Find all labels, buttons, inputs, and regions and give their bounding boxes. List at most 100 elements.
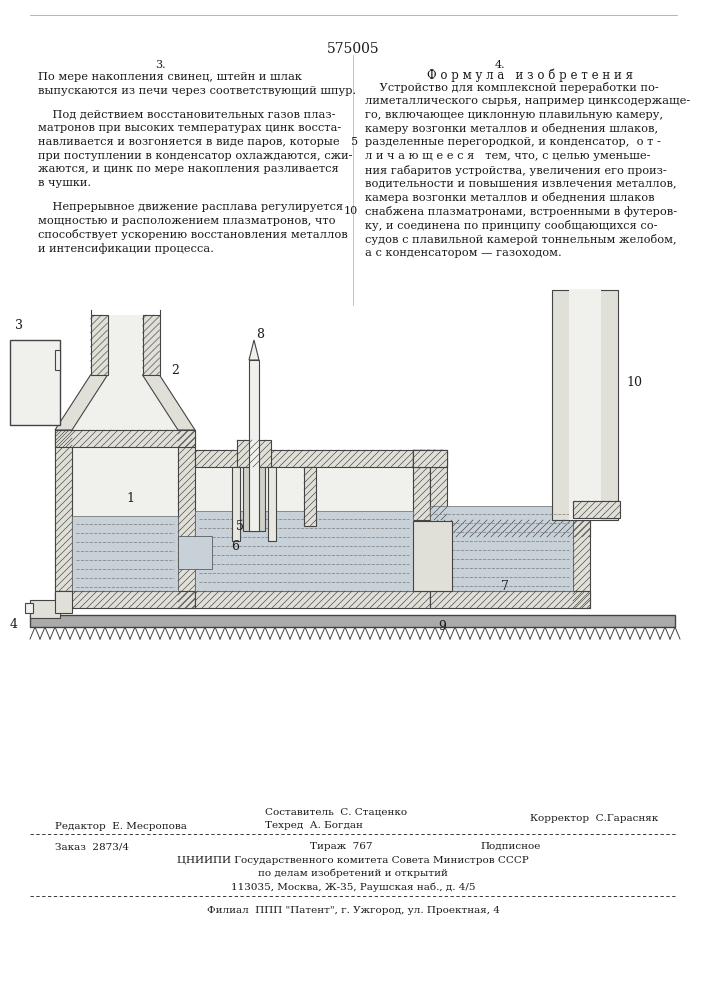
Bar — [107, 315, 143, 375]
Text: Редактор  Е. Месропова: Редактор Е. Месропова — [55, 822, 187, 831]
Text: 575005: 575005 — [327, 42, 380, 56]
Bar — [143, 315, 160, 375]
Bar — [413, 450, 447, 467]
Bar — [90, 315, 107, 375]
Bar — [55, 591, 195, 608]
Text: л и ч а ю щ е е с я   тем, что, с целью уменьше-: л и ч а ю щ е е с я тем, что, с целью ум… — [365, 151, 650, 161]
Bar — [552, 290, 618, 520]
Text: 5: 5 — [351, 137, 358, 147]
Bar — [430, 450, 447, 520]
Bar — [304, 467, 316, 526]
Text: 4.: 4. — [495, 60, 506, 70]
Polygon shape — [249, 340, 259, 360]
Text: по делам изобретений и открытий: по делам изобретений и открытий — [258, 869, 448, 879]
Text: Тираж  767: Тираж 767 — [310, 842, 373, 851]
Bar — [72, 516, 178, 591]
Bar — [430, 591, 590, 608]
Text: а с конденсатором — газоходом.: а с конденсатором — газоходом. — [365, 248, 562, 258]
Text: 5: 5 — [236, 520, 244, 534]
Bar — [413, 450, 430, 520]
Bar — [178, 536, 212, 569]
Bar — [55, 430, 195, 447]
Bar — [55, 591, 72, 613]
Text: Ф о р м у л а   и з о б р е т е н и я: Ф о р м у л а и з о б р е т е н и я — [427, 68, 633, 82]
Text: Непрерывное движение расплава регулируется: Непрерывное движение расплава регулирует… — [38, 202, 343, 212]
Text: Заказ  2873/4: Заказ 2873/4 — [55, 842, 129, 851]
Bar — [413, 450, 447, 467]
Bar — [178, 430, 195, 608]
Bar — [72, 447, 178, 591]
Bar — [430, 506, 573, 591]
Bar — [143, 315, 160, 375]
Bar — [30, 615, 675, 627]
Text: при поступлении в конденсатор охлаждаются, сжи-: при поступлении в конденсатор охлаждаютс… — [38, 151, 353, 161]
Text: способствует ускорению восстановления металлов: способствует ускорению восстановления ме… — [38, 229, 348, 240]
Bar — [413, 450, 447, 467]
Text: 1: 1 — [126, 492, 134, 506]
Text: разделенные перегородкой, и конденсатор,  о т -: разделенные перегородкой, и конденсатор,… — [365, 137, 661, 147]
Text: камеру возгонки металлов и обеднения шлаков,: камеру возгонки металлов и обеднения шла… — [365, 123, 658, 134]
Polygon shape — [72, 375, 178, 430]
Bar — [237, 440, 271, 467]
Bar — [195, 467, 413, 591]
Text: Подписное: Подписное — [480, 842, 540, 851]
Bar — [55, 430, 72, 608]
Bar — [569, 290, 601, 520]
Text: 2: 2 — [172, 363, 180, 376]
Text: камера возгонки металлов и обеднения шлаков: камера возгонки металлов и обеднения шла… — [365, 192, 655, 203]
Bar — [430, 591, 590, 608]
Bar — [304, 467, 316, 526]
Text: 10: 10 — [344, 206, 358, 216]
Bar — [243, 462, 265, 531]
Polygon shape — [143, 375, 195, 430]
Bar — [195, 591, 430, 608]
Text: ЦНИИПИ Государственного комитета Совета Министров СССР: ЦНИИПИ Государственного комитета Совета … — [177, 856, 529, 865]
Text: 9: 9 — [438, 620, 446, 633]
Bar — [430, 520, 590, 537]
Text: в чушки.: в чушки. — [38, 178, 91, 188]
Bar — [55, 430, 72, 608]
Bar — [178, 430, 195, 608]
Text: 7: 7 — [501, 580, 509, 593]
Text: ку, и соединена по принципу сообщающихся со-: ку, и соединена по принципу сообщающихся… — [365, 220, 658, 231]
Bar — [573, 520, 590, 608]
Bar — [430, 520, 590, 537]
Bar — [413, 450, 447, 467]
Bar — [573, 520, 590, 608]
Text: навливается и возгоняется в виде паров, которые: навливается и возгоняется в виде паров, … — [38, 137, 339, 147]
Bar — [232, 467, 240, 541]
Text: лиметаллического сырья, например цинксодержаще-: лиметаллического сырья, например цинксод… — [365, 96, 690, 106]
Bar — [237, 440, 271, 467]
Bar — [10, 340, 60, 425]
Text: Корректор  С.Гарасняк: Корректор С.Гарасняк — [530, 814, 658, 823]
Bar — [268, 467, 276, 541]
Text: го, включающее циклонную плавильную камеру,: го, включающее циклонную плавильную каме… — [365, 110, 663, 120]
Bar — [195, 591, 430, 608]
Text: 3: 3 — [15, 319, 23, 332]
Bar — [573, 501, 620, 518]
Text: По мере накопления свинец, штейн и шлак: По мере накопления свинец, штейн и шлак — [38, 72, 302, 82]
Bar — [249, 360, 259, 531]
Polygon shape — [55, 375, 107, 430]
Text: 4: 4 — [10, 618, 18, 631]
Text: Под действием восстановительных газов плаз-: Под действием восстановительных газов пл… — [38, 109, 336, 119]
Text: матронов при высоких температурах цинк восста-: матронов при высоких температурах цинк в… — [38, 123, 341, 133]
Bar — [430, 537, 573, 591]
Text: мощностью и расположением плазматронов, что: мощностью и расположением плазматронов, … — [38, 216, 336, 226]
Bar — [195, 450, 430, 467]
Text: 6: 6 — [231, 540, 239, 552]
Bar — [430, 450, 447, 520]
Text: и интенсификации процесса.: и интенсификации процесса. — [38, 243, 214, 254]
Text: Составитель  С. Стаценко: Составитель С. Стаценко — [265, 808, 407, 817]
Bar — [413, 521, 452, 591]
Text: 8: 8 — [256, 328, 264, 342]
Text: ния габаритов устройства, увеличения его произ-: ния габаритов устройства, увеличения его… — [365, 165, 667, 176]
Text: Устройство для комплексной переработки по-: Устройство для комплексной переработки п… — [365, 82, 659, 93]
Bar — [30, 600, 60, 618]
Bar — [90, 315, 107, 375]
Bar — [55, 350, 60, 370]
Text: судов с плавильной камерой тоннельным желобом,: судов с плавильной камерой тоннельным же… — [365, 234, 677, 245]
Text: выпускаются из печи через соответствующий шпур.: выпускаются из печи через соответствующи… — [38, 86, 356, 96]
Text: 10: 10 — [626, 375, 642, 388]
Text: 3.: 3. — [155, 60, 165, 70]
